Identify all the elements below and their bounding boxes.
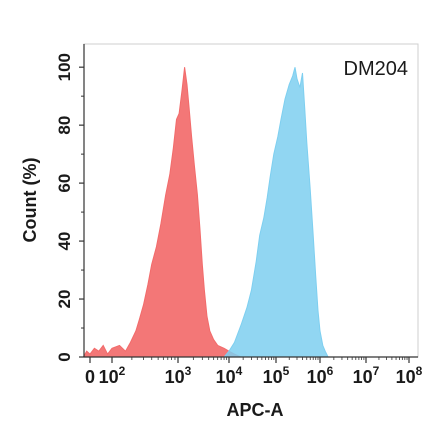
- y-tick-label: 100: [55, 53, 74, 81]
- chart-title: DM204: [344, 58, 408, 80]
- x-tick-label: 0: [85, 367, 95, 387]
- y-tick-label: 60: [55, 174, 74, 193]
- plot-area: [82, 67, 329, 358]
- histogram-series-2: [223, 67, 329, 358]
- y-tick-label: 20: [55, 290, 74, 309]
- histogram-series-1: [82, 67, 242, 358]
- y-axis-title: Count (%): [20, 158, 40, 243]
- y-tick-label: 40: [55, 232, 74, 251]
- x-axis-title: APC-A: [227, 400, 284, 420]
- y-tick-label: 0: [55, 352, 74, 361]
- y-tick-label: 80: [55, 116, 74, 135]
